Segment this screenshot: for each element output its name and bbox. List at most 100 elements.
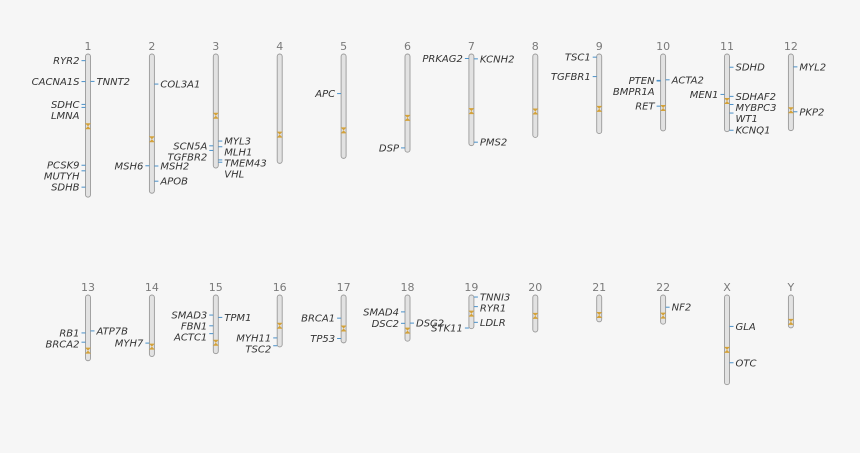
gene-label-dsc2[interactable]: DSC2 <box>372 319 399 330</box>
chromosome-number-20: 20 <box>528 281 542 294</box>
gene-label-myh7[interactable]: MYH7 <box>115 339 144 350</box>
gene-label-prkag2[interactable]: PRKAG2 <box>422 54 463 65</box>
gene-label-rb1[interactable]: RB1 <box>59 328 79 339</box>
centromere-16 <box>276 322 283 329</box>
chromosome-number-Y: Y <box>787 281 795 294</box>
gene-label-dsp[interactable]: DSP <box>379 143 400 154</box>
chromosome-17[interactable] <box>340 294 347 344</box>
gene-label-wt1[interactable]: WT1 <box>736 114 758 125</box>
gene-label-lmna[interactable]: LMNA <box>51 111 80 122</box>
gene-label-tpm1[interactable]: TPM1 <box>224 313 251 324</box>
centromere-Y <box>787 318 794 325</box>
centromere-4 <box>276 131 283 138</box>
gene-label-scn5a[interactable]: SCN5A <box>173 141 207 152</box>
centromere-7 <box>468 108 475 115</box>
chromosome-number-1: 1 <box>85 40 92 53</box>
gene-label-tnnt2[interactable]: TNNT2 <box>97 77 131 88</box>
gene-label-mutyh[interactable]: MUTYH <box>44 172 80 183</box>
gene-label-acta2[interactable]: ACTA2 <box>671 75 704 86</box>
chromosome-12[interactable] <box>787 53 794 132</box>
centromere-18 <box>404 327 411 334</box>
gene-label-brca2[interactable]: BRCA2 <box>46 339 80 350</box>
gene-label-pten[interactable]: PTEN <box>629 76 655 87</box>
centromere-15 <box>212 339 219 346</box>
gene-label-smad4[interactable]: SMAD4 <box>363 307 399 318</box>
chromosome-X[interactable] <box>724 294 730 386</box>
gene-label-vhl[interactable]: VHL <box>224 170 244 181</box>
gene-label-col3a1[interactable]: COL3A1 <box>160 80 200 91</box>
gene-label-otc[interactable]: OTC <box>736 358 757 369</box>
gene-label-msh6[interactable]: MSH6 <box>115 161 144 172</box>
centromere-21 <box>596 311 603 318</box>
chromosome-number-X: X <box>723 281 731 294</box>
chromosome-10[interactable] <box>660 53 667 132</box>
chromosome-4[interactable] <box>276 53 283 164</box>
gene-label-dsg2[interactable]: DSG2 <box>416 319 444 330</box>
chromosome-number-2: 2 <box>148 40 155 53</box>
gene-label-gla[interactable]: GLA <box>736 322 756 333</box>
centromere-2 <box>148 136 155 143</box>
gene-label-pms2[interactable]: PMS2 <box>480 138 507 149</box>
chromosome-6[interactable] <box>404 53 411 153</box>
chromosome-16[interactable] <box>276 294 283 348</box>
chromosome-15[interactable] <box>212 294 219 355</box>
gene-label-apc[interactable]: APC <box>314 89 335 100</box>
gene-label-pkp2[interactable]: PKP2 <box>799 107 824 118</box>
gene-label-stk11[interactable]: STK11 <box>431 324 463 335</box>
chromosome-13[interactable] <box>85 294 91 362</box>
gene-label-ldlr[interactable]: LDLR <box>480 318 506 329</box>
gene-label-smad3[interactable]: SMAD3 <box>171 311 207 322</box>
gene-label-sdhb[interactable]: SDHB <box>51 183 80 194</box>
gene-label-tp53[interactable]: TP53 <box>310 334 335 345</box>
chromosome-18[interactable] <box>404 294 411 342</box>
chromosome-3[interactable] <box>212 53 219 169</box>
chromosome-11[interactable] <box>724 53 730 133</box>
gene-label-ryr2[interactable]: RYR2 <box>53 56 79 67</box>
gene-label-sdhaf2[interactable]: SDHAF2 <box>736 92 777 103</box>
centromere-1 <box>85 123 91 130</box>
gene-label-msh2[interactable]: MSH2 <box>160 162 189 173</box>
gene-label-tgfbr1[interactable]: TGFBR1 <box>551 72 591 83</box>
centromere-9 <box>596 105 603 112</box>
chromosome-5[interactable] <box>340 53 347 159</box>
centromere-19 <box>468 310 475 317</box>
chromosome-number-9: 9 <box>596 40 603 53</box>
gene-label-ryr1[interactable]: RYR1 <box>480 304 506 315</box>
chromosome-21[interactable] <box>596 294 603 323</box>
chromosome-8[interactable] <box>532 53 539 138</box>
gene-label-tnni3[interactable]: TNNI3 <box>480 293 510 304</box>
gene-label-tsc2[interactable]: TSC2 <box>245 344 271 355</box>
gene-label-kcnh2[interactable]: KCNH2 <box>480 54 515 65</box>
gene-label-apob[interactable]: APOB <box>159 177 188 188</box>
chromosome-7[interactable] <box>468 53 475 147</box>
centromere-6 <box>404 114 411 121</box>
gene-label-ret[interactable]: RET <box>635 102 655 113</box>
gene-label-bmpr1a[interactable]: BMPR1A <box>613 87 655 98</box>
chromosome-2[interactable] <box>148 53 155 194</box>
chromosome-9[interactable] <box>596 53 603 135</box>
gene-label-nf2[interactable]: NF2 <box>672 303 692 314</box>
chromosome-14[interactable] <box>148 294 155 357</box>
gene-label-myh11[interactable]: MYH11 <box>236 333 271 344</box>
gene-label-myl2[interactable]: MYL2 <box>799 62 826 73</box>
gene-label-actc1[interactable]: ACTC1 <box>173 333 207 344</box>
gene-label-sdhd[interactable]: SDHD <box>736 63 766 74</box>
gene-label-kcnq1[interactable]: KCNQ1 <box>736 126 771 137</box>
gene-label-brca1[interactable]: BRCA1 <box>301 314 335 325</box>
gene-label-fbn1[interactable]: FBN1 <box>181 322 207 333</box>
centromere-10 <box>660 105 667 112</box>
gene-label-pcsk9[interactable]: PCSK9 <box>47 161 79 172</box>
chromosome-22[interactable] <box>660 294 667 325</box>
centromere-3 <box>212 112 219 119</box>
gene-label-men1[interactable]: MEN1 <box>690 90 719 101</box>
gene-label-sdhc[interactable]: SDHC <box>51 100 80 111</box>
gene-label-tmem43[interactable]: TMEM43 <box>224 159 266 170</box>
centromere-17 <box>340 325 347 332</box>
gene-label-mlh1[interactable]: MLH1 <box>224 148 252 159</box>
gene-label-atp7b[interactable]: ATP7B <box>96 326 129 337</box>
gene-label-tgfbr2[interactable]: TGFBR2 <box>168 152 208 163</box>
gene-label-cacna1s[interactable]: CACNA1S <box>32 77 80 88</box>
gene-label-myl3[interactable]: MYL3 <box>224 137 251 148</box>
gene-label-mybpc3[interactable]: MYBPC3 <box>736 103 777 114</box>
gene-label-tsc1[interactable]: TSC1 <box>565 53 591 64</box>
